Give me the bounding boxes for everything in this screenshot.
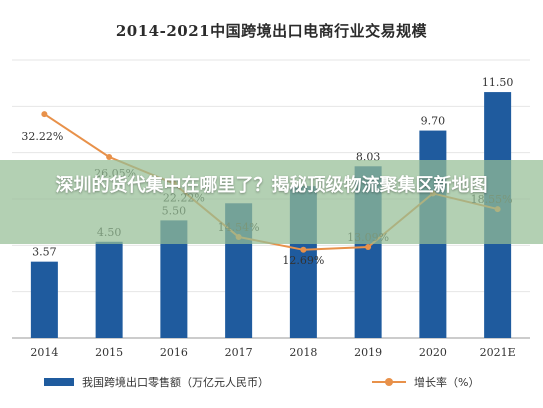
legend-bar-swatch xyxy=(44,378,74,386)
growth-label-2014: 32.22% xyxy=(21,130,63,143)
bar-2014 xyxy=(30,261,58,338)
growth-point-2019 xyxy=(365,244,372,251)
bar-value-label-2021E: 11.50 xyxy=(482,76,514,89)
bar-value-label-2014: 3.57 xyxy=(32,246,57,259)
legend-line-label: 增长率（%） xyxy=(414,376,480,389)
x-tick-2015: 2015 xyxy=(95,346,123,359)
x-tick-2019: 2019 xyxy=(354,346,382,359)
overlay-caption: 深圳的货代集中在哪里了？揭秘顶级物流聚集区新地图 xyxy=(55,175,488,196)
x-tick-2017: 2017 xyxy=(225,346,253,359)
legend-line-swatch xyxy=(372,377,406,387)
x-tick-2020: 2020 xyxy=(419,346,447,359)
legend-item-bar-series: 我国跨境出口零售额（万亿元人民币） xyxy=(44,374,269,390)
chart-legend: 我国跨境出口零售额（万亿元人民币） 增长率（%） xyxy=(0,370,543,394)
chart-title: 2014-2021中国跨境出口电商行业交易规模 xyxy=(115,22,428,40)
growth-point-2015 xyxy=(106,153,113,160)
growth-point-2018 xyxy=(300,246,307,253)
caption-overlay-band xyxy=(0,160,543,244)
legend-item-line-series: 增长率（%） xyxy=(372,374,479,390)
x-tick-2016: 2016 xyxy=(160,346,188,359)
bar-value-label-2020: 9.70 xyxy=(421,115,446,128)
growth-label-2018: 12.69% xyxy=(282,254,324,267)
x-tick-2021E: 2021E xyxy=(480,346,516,359)
x-tick-2014: 2014 xyxy=(30,346,58,359)
x-axis-ticks: 2014 2015 2016 2017 2018 2019 2020 2021E xyxy=(30,346,515,359)
x-tick-2018: 2018 xyxy=(289,346,317,359)
bar-2015 xyxy=(95,241,123,338)
legend-bar-label: 我国跨境出口零售额（万亿元人民币） xyxy=(82,376,269,389)
growth-point-2014 xyxy=(41,111,48,118)
